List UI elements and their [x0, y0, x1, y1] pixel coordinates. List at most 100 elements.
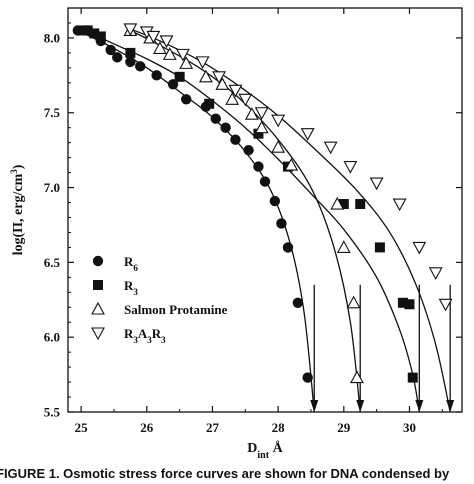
- data-point-s2: [162, 47, 177, 60]
- fit-curve-2: [130, 29, 361, 413]
- x-tick-label: 30: [403, 420, 416, 435]
- x-tick-label: 29: [337, 420, 351, 435]
- legend: R6 R3 Salmon Protamine R3A3R3: [91, 254, 228, 345]
- data-point-s3: [392, 198, 407, 212]
- y-tick-label: 7.5: [44, 105, 61, 120]
- legend-marker-2: [91, 301, 105, 315]
- data-point-s3: [212, 71, 226, 84]
- legend-label-3: R3A3R3: [124, 326, 166, 345]
- asymptote-arrow-3: [446, 400, 455, 412]
- data-point-s1: [95, 31, 106, 42]
- data-point-s3: [438, 298, 453, 312]
- data-point-s1: [404, 299, 415, 310]
- data-point-s3: [146, 30, 161, 44]
- data-point-s3: [195, 56, 210, 70]
- y-tick-label: 5.5: [44, 405, 61, 420]
- legend-marker-0: [92, 255, 104, 267]
- y-tick-label: 6.5: [44, 255, 61, 270]
- data-point-s1: [82, 25, 93, 36]
- data-point-s1: [338, 199, 349, 210]
- data-point-s0: [220, 122, 231, 133]
- data-point-s1: [174, 71, 185, 82]
- data-point-s0: [230, 134, 241, 145]
- data-point-s3: [343, 161, 358, 174]
- data-point-s0: [259, 176, 271, 187]
- data-point-s3: [159, 35, 174, 49]
- asymptote-arrow-0: [310, 400, 319, 412]
- data-point-s2: [284, 157, 299, 171]
- asymptote-arrow-2: [356, 400, 365, 412]
- figure-caption: FIGURE 1. Osmotic stress force curves ar…: [0, 466, 474, 484]
- plot-border: [67, 7, 463, 413]
- y-axis-label-end: ): [11, 164, 26, 169]
- legend-label-2: Salmon Protamine: [124, 302, 228, 317]
- data-point-s2: [225, 92, 240, 105]
- data-point-s3: [228, 84, 243, 98]
- data-point-s1: [125, 47, 136, 58]
- axis-ticks: 25 26 27 28 29 30 5.5 6.0 6.5 7.0 7.5 8.0: [44, 7, 462, 435]
- data-point-s0: [292, 297, 304, 308]
- data-point-s0: [210, 113, 221, 124]
- legend-label-0: R6: [124, 254, 138, 273]
- data-point-s1: [204, 98, 215, 109]
- axes-frame: [67, 7, 463, 413]
- data-markers: [72, 23, 453, 384]
- y-axis-label: log(Π, erg/cm3): [9, 164, 26, 255]
- x-tick-label: 25: [75, 420, 89, 435]
- caption-text: FIGURE 1. Osmotic stress force curves ar…: [0, 466, 450, 481]
- data-point-s3: [412, 241, 427, 255]
- data-point-s0: [269, 195, 281, 207]
- data-point-s2: [336, 240, 351, 253]
- data-point-s2: [153, 41, 167, 54]
- data-point-s3: [175, 48, 190, 62]
- data-point-s1: [374, 242, 385, 253]
- fit-curve-1: [84, 29, 420, 413]
- x-axis-label: Dint Å: [247, 440, 283, 461]
- asymptote-arrow-1: [415, 400, 424, 412]
- data-point-s3: [300, 128, 315, 141]
- data-point-s2: [179, 56, 194, 69]
- x-axis-label-unit: Å: [269, 440, 284, 456]
- data-point-s3: [369, 177, 384, 191]
- data-point-s2: [346, 295, 361, 309]
- y-axis-label-sup: 3: [9, 169, 19, 174]
- data-point-s3: [254, 107, 269, 120]
- data-point-s2: [254, 120, 269, 134]
- data-point-s2: [198, 69, 213, 83]
- data-point-s0: [135, 61, 146, 72]
- legend-label-1: R3: [124, 278, 138, 297]
- data-point-s1: [253, 128, 264, 139]
- x-tick-label: 26: [140, 420, 154, 435]
- data-point-s2: [271, 140, 286, 153]
- y-tick-label: 6.0: [44, 330, 60, 345]
- data-point-s0: [243, 144, 254, 156]
- data-point-s0: [151, 70, 162, 81]
- x-axis-label-sub: int: [257, 450, 269, 461]
- data-point-s3: [238, 93, 253, 107]
- data-point-s3: [428, 267, 443, 280]
- legend-marker-3: [91, 327, 105, 341]
- y-tick-label: 7.0: [44, 180, 60, 195]
- data-point-s1: [355, 199, 366, 210]
- fit-curves: [77, 28, 455, 413]
- legend-marker-1: [93, 280, 103, 290]
- chart-plot: 25 26 27 28 29 30 5.5 6.0 6.5 7.0 7.5 8.0 R6 R3 Salmo…: [9, 7, 463, 461]
- y-axis-label-main: log(Π, erg/cm: [11, 173, 26, 255]
- data-point-s0: [276, 218, 287, 229]
- x-axis-label-main: D: [247, 441, 257, 456]
- data-point-s1: [397, 297, 408, 308]
- data-point-s1: [89, 28, 100, 39]
- data-point-s1: [407, 372, 418, 383]
- data-point-s2: [215, 77, 230, 90]
- data-point-s0: [125, 56, 136, 68]
- data-point-s3: [271, 114, 286, 128]
- y-tick-label: 8.0: [44, 30, 60, 45]
- data-point-s0: [105, 44, 116, 56]
- data-point-s0: [253, 161, 264, 172]
- data-point-s3: [323, 141, 338, 155]
- data-point-s3: [123, 23, 138, 37]
- data-point-s0: [282, 242, 294, 253]
- data-point-s2: [350, 370, 364, 384]
- data-point-s2: [330, 196, 345, 210]
- data-point-s0: [181, 94, 192, 105]
